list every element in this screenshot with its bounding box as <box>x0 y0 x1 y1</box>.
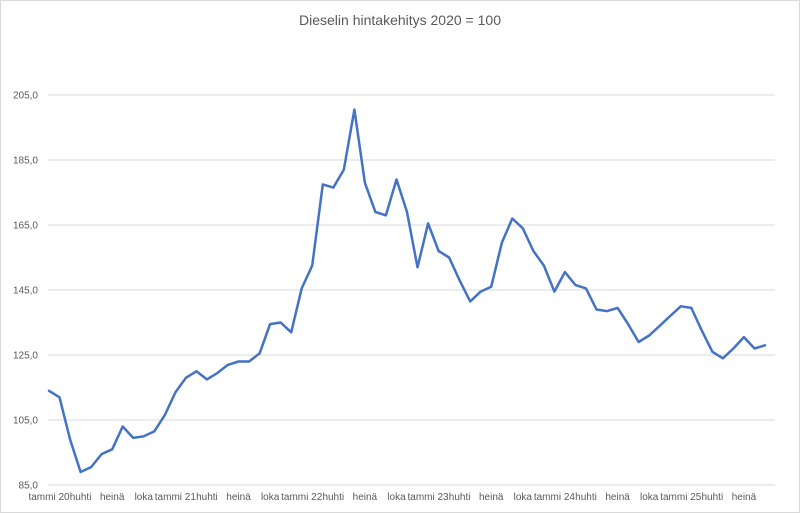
x-tick-label: loka <box>514 492 533 503</box>
series-line <box>47 108 767 474</box>
x-tick-label: huhti <box>322 492 344 503</box>
x-tick-label: loka <box>261 492 280 503</box>
x-tick-label: tammi 25 <box>660 492 702 503</box>
x-tick-label: heinä <box>226 492 251 503</box>
x-tick-label: huhti <box>575 492 597 503</box>
y-axis-ticks: 85,0 105,0 125,0 145,0 165,0 185,0 205,0 <box>13 91 38 492</box>
y-tick-label: 185,0 <box>13 156 38 167</box>
x-tick-label: tammi 22 <box>281 492 323 503</box>
x-tick-label: loka <box>640 492 659 503</box>
y-tick-label: 105,0 <box>13 416 38 427</box>
x-tick-label: heinä <box>605 492 630 503</box>
x-tick-label: heinä <box>479 492 504 503</box>
x-tick-label: heinä <box>732 492 757 503</box>
x-tick-label: tammi 24 <box>534 492 576 503</box>
x-tick-label: heinä <box>100 492 125 503</box>
gridlines <box>48 94 775 486</box>
x-tick-label: heinä <box>353 492 378 503</box>
x-tick-label: huhti <box>449 492 471 503</box>
chart-title: Dieselin hintakehitys 2020 = 100 <box>299 12 501 28</box>
x-tick-label: loka <box>135 492 154 503</box>
x-tick-label: tammi 20 <box>28 492 70 503</box>
x-tick-label: tammi 21 <box>155 492 197 503</box>
y-tick-label: 145,0 <box>13 286 38 297</box>
x-axis-ticks: tammi 20 huhti heinä loka tammi 21 huhti heinä… <box>28 492 756 503</box>
x-tick-label: tammi 23 <box>407 492 449 503</box>
y-tick-label: 85,0 <box>19 481 39 492</box>
x-tick-label: huhti <box>702 492 724 503</box>
series-layer <box>47 108 767 474</box>
y-tick-label: 125,0 <box>13 351 38 362</box>
x-tick-label: huhti <box>70 492 92 503</box>
x-tick-label: huhti <box>196 492 218 503</box>
x-tick-label: loka <box>387 492 406 503</box>
y-tick-label: 205,0 <box>13 91 38 102</box>
y-tick-label: 165,0 <box>13 221 38 232</box>
